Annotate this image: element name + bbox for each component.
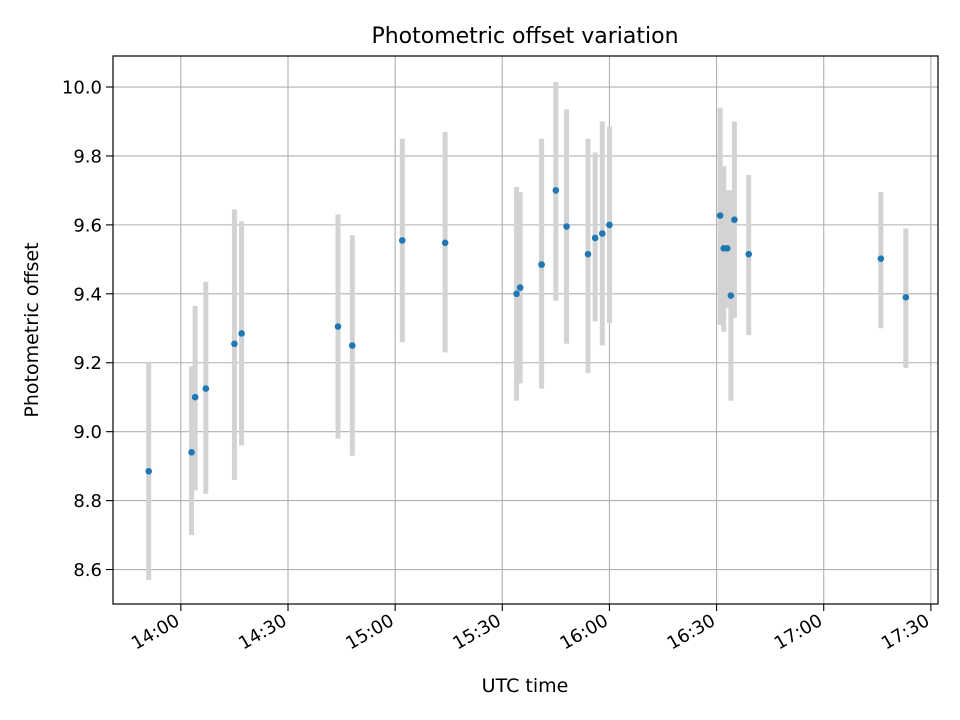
plot-frame: [112, 55, 939, 605]
data-point: [877, 255, 885, 262]
chart-title: Photometric offset variation: [371, 24, 678, 49]
y-tick-label: 9.4: [73, 284, 102, 305]
x-axis-label: UTC time: [482, 675, 569, 697]
data-point: [538, 261, 545, 268]
data-point: [348, 342, 356, 349]
y-axis-ticks: 8.6 8.8 9.0 9.2 9.4 9.6 9.8 10.0: [62, 78, 113, 581]
data-point: [606, 221, 613, 229]
data-point: [516, 284, 524, 291]
y-axis-label: Photometric offset: [21, 242, 43, 417]
data-point: [191, 393, 199, 401]
y-tick-label: 10.0: [62, 78, 102, 99]
y-tick-label: 8.8: [73, 491, 102, 512]
data-point: [238, 330, 245, 337]
y-tick-label: 9.8: [73, 146, 102, 167]
data-point: [552, 187, 560, 194]
y-tick-label: 9.6: [73, 215, 102, 236]
data-point: [513, 290, 520, 298]
data-point: [598, 230, 606, 237]
data-point: [188, 449, 195, 456]
data-point: [145, 468, 153, 475]
y-tick-label: 8.6: [73, 560, 102, 581]
data-point: [441, 239, 449, 247]
grid-lines: [113, 56, 938, 604]
data-point: [731, 216, 738, 224]
data-point: [231, 340, 238, 348]
data-point: [727, 292, 735, 299]
data-point: [563, 223, 570, 230]
data-points: [145, 187, 910, 475]
data-point: [716, 212, 724, 219]
data-point: [334, 323, 342, 330]
y-tick-label: 9.0: [73, 422, 102, 443]
data-point: [723, 245, 731, 252]
data-point: [745, 250, 753, 258]
data-point: [902, 293, 910, 301]
data-point: [584, 250, 592, 258]
data-point: [398, 237, 406, 244]
data-point: [202, 385, 210, 392]
y-tick-label: 9.2: [73, 353, 102, 374]
data-point: [591, 234, 599, 242]
